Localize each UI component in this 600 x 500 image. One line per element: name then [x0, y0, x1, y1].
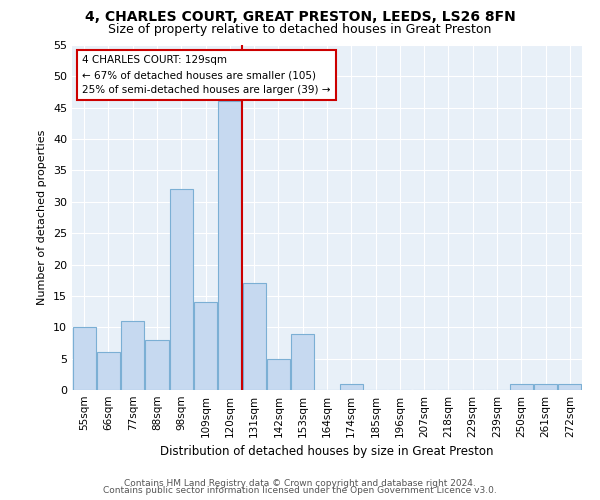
Bar [291, 334, 314, 390]
Bar [559, 384, 581, 390]
Bar [510, 384, 533, 390]
Bar [242, 284, 266, 390]
Bar [121, 321, 144, 390]
Bar [534, 384, 557, 390]
Bar [218, 102, 241, 390]
Text: 4, CHARLES COURT, GREAT PRESTON, LEEDS, LS26 8FN: 4, CHARLES COURT, GREAT PRESTON, LEEDS, … [85, 10, 515, 24]
Text: 4 CHARLES COURT: 129sqm
← 67% of detached houses are smaller (105)
25% of semi-d: 4 CHARLES COURT: 129sqm ← 67% of detache… [82, 56, 331, 95]
Bar [194, 302, 217, 390]
Bar [267, 358, 290, 390]
Text: Contains public sector information licensed under the Open Government Licence v3: Contains public sector information licen… [103, 486, 497, 495]
Y-axis label: Number of detached properties: Number of detached properties [37, 130, 47, 305]
Bar [170, 190, 193, 390]
Text: Size of property relative to detached houses in Great Preston: Size of property relative to detached ho… [109, 22, 491, 36]
Bar [340, 384, 363, 390]
Bar [97, 352, 120, 390]
X-axis label: Distribution of detached houses by size in Great Preston: Distribution of detached houses by size … [160, 446, 494, 458]
Bar [145, 340, 169, 390]
Bar [73, 328, 95, 390]
Text: Contains HM Land Registry data © Crown copyright and database right 2024.: Contains HM Land Registry data © Crown c… [124, 478, 476, 488]
